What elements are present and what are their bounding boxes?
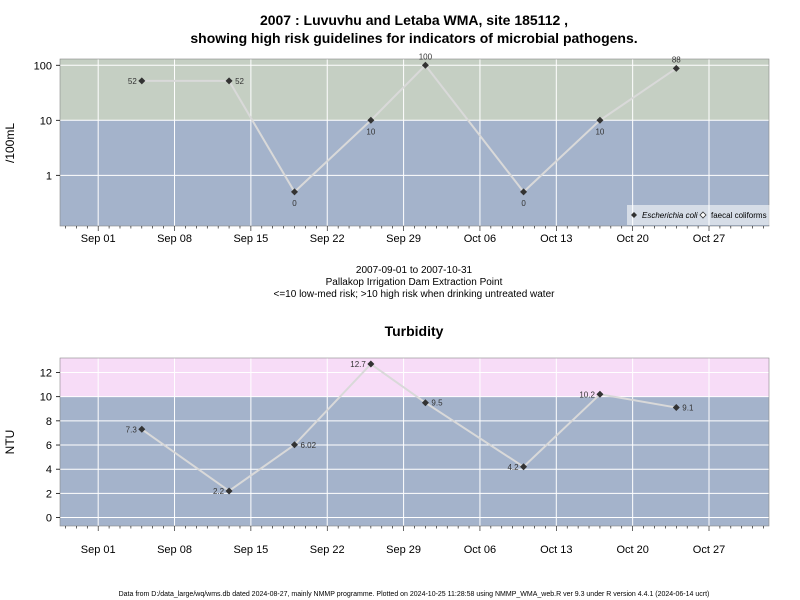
chart2-x-tick-label: Oct 06	[464, 544, 496, 556]
chart1-series-line	[141, 63, 677, 194]
chart2-y-tick-label: 4	[46, 464, 52, 476]
chart1-data-label: 88	[672, 55, 681, 64]
chart1-title-line2: showing high risk guidelines for indicat…	[190, 30, 637, 46]
chart2-x-tick-label: Sep 29	[386, 544, 421, 556]
legend-ecoli-marker	[631, 212, 637, 218]
chart2-data-point	[291, 441, 299, 449]
chart2-plot-area: 0 2 4 6 8 10 12 Sep 01 Sep 08 Sep 15 Sep 22 Sep 29 O…	[40, 357, 770, 556]
legend-faecal-label: faecal coliforms	[711, 211, 767, 220]
chart2-data-point	[367, 360, 375, 368]
chart1-high-risk-band	[60, 59, 769, 121]
footer-text: Data from D:/data_large/wq/wms.db dated …	[119, 591, 710, 598]
chart2-y-tick-label: 10	[40, 392, 52, 404]
chart2-x-tick-label: Sep 15	[233, 544, 268, 556]
chart2-data-label: 6.02	[301, 441, 317, 450]
chart2-x-tick-label: Sep 22	[310, 544, 345, 556]
chart1-data-point	[225, 77, 233, 85]
chart2-data-label: 2.2	[213, 487, 225, 496]
chart1-data-point	[138, 77, 146, 85]
chart1-data-point	[421, 61, 429, 69]
chart2-data-label: 9.5	[431, 399, 443, 408]
chart1-legend: Escherichia coli faecal coliforms	[627, 205, 770, 225]
chart1-title-line1: 2007 : Luvuvhu and Letaba WMA, site 1851…	[260, 12, 568, 28]
chart2-data-point	[672, 404, 680, 412]
chart1-x-tick-label: Sep 15	[233, 233, 268, 245]
chart1-x-tick-label: Oct 27	[693, 233, 725, 245]
chart1-x-tick-label: Oct 13	[540, 233, 572, 245]
chart2-data-point	[225, 487, 233, 495]
chart1-data-label: 10	[595, 127, 604, 136]
legend-faecal-marker	[699, 211, 707, 219]
chart1-data-point	[367, 116, 375, 124]
chart2-data-label: 10.2	[579, 390, 595, 399]
chart2-data-label: 4.2	[507, 463, 519, 472]
chart2-x-tick-label: Sep 01	[81, 544, 116, 556]
chart2-low-risk-band	[60, 396, 769, 526]
chart1-y-axis-label: /100mL	[3, 123, 17, 163]
chart1-y-tick-label: 1	[46, 170, 52, 182]
chart1-x-tick-label: Sep 29	[386, 233, 421, 245]
chart2-data-point	[138, 425, 146, 433]
chart2-x-tick-label: Sep 08	[157, 544, 192, 556]
chart1-y-tick-label: 100	[34, 60, 52, 72]
chart2-y-tick-label: 0	[46, 513, 52, 525]
chart2-series-line	[141, 362, 677, 493]
chart1-data-point	[520, 188, 528, 196]
chart1-subtitle-risk: <=10 low-med risk; >10 high risk when dr…	[274, 289, 556, 300]
chart2-x-tick-label: Oct 27	[693, 544, 725, 556]
chart2-data-point	[520, 463, 528, 471]
chart1-data-point	[672, 64, 680, 72]
chart2-y-tick-label: 12	[40, 368, 52, 380]
chart2-x-tick-label: Oct 20	[616, 544, 648, 556]
chart1-data-point	[596, 116, 604, 124]
chart2-y-tick-label: 8	[46, 416, 52, 428]
chart1-y-tick-label: 10	[40, 115, 52, 127]
chart2-data-point	[596, 390, 604, 398]
chart1-data-point	[291, 188, 299, 196]
chart1-x-tick-label: Sep 22	[310, 233, 345, 245]
chart1-subtitle-dates: 2007-09-01 to 2007-10-31	[356, 265, 473, 276]
chart1-data-label: 52	[128, 77, 137, 86]
chart1-subtitle-site: Pallakop Irrigation Dam Extraction Point	[326, 277, 503, 288]
chart1-x-tick-label: Oct 20	[616, 233, 648, 245]
chart1-data-label: 10	[366, 127, 375, 136]
legend-ecoli-label: Escherichia coli	[642, 211, 698, 220]
chart2-y-tick-label: 2	[46, 488, 52, 500]
chart2-data-label: 12.7	[350, 360, 366, 369]
chart2-title: Turbidity	[385, 323, 444, 339]
chart2-y-tick-label: 6	[46, 440, 52, 452]
chart2-x-tick-label: Oct 13	[540, 544, 572, 556]
chart1-data-label: 52	[235, 77, 244, 86]
chart1-data-label: 0	[521, 199, 526, 208]
chart1-x-tick-label: Sep 01	[81, 233, 116, 245]
chart2-high-risk-band	[60, 358, 769, 397]
chart2-data-point	[421, 399, 429, 407]
chart2-y-axis-label: NTU	[3, 430, 17, 455]
chart1-x-tick-label: Sep 08	[157, 233, 192, 245]
chart1-data-label: 0	[292, 199, 297, 208]
chart2-data-label: 9.1	[682, 404, 694, 413]
chart1-x-tick-label: Oct 06	[464, 233, 496, 245]
chart1-data-label: 100	[419, 52, 433, 61]
chart2-data-label: 7.3	[126, 425, 138, 434]
